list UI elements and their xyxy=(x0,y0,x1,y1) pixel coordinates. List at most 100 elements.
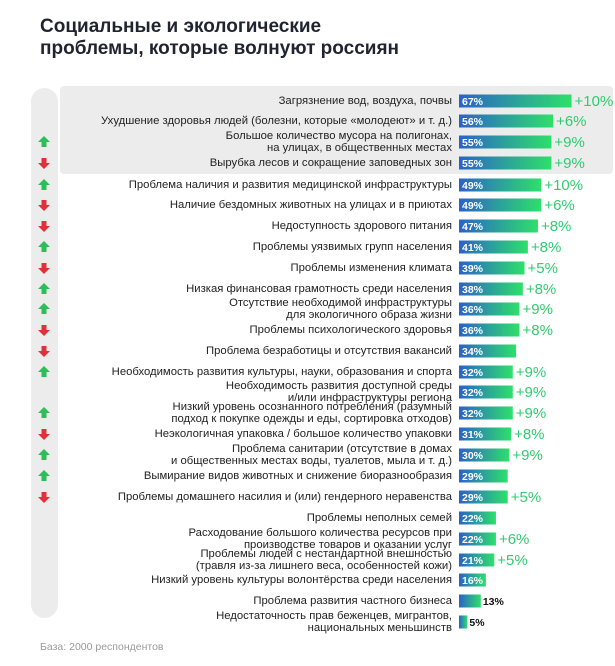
bar-value-label: 16% xyxy=(462,575,484,587)
arrow-up-icon xyxy=(38,449,50,460)
arrow-up-icon xyxy=(38,179,50,190)
bar-value-label: 29% xyxy=(462,492,484,504)
category-label-line: Вырубка лесов и сокращение заповедных зо… xyxy=(209,157,452,169)
category-label-line: национальных меньшинств xyxy=(307,622,452,634)
category-label-line: Проблемы людей с нестандартной внешность… xyxy=(200,548,452,560)
bar-value-label: 29% xyxy=(462,471,484,483)
arrow-up-icon xyxy=(38,366,50,377)
category-label-line: Наличие бездомных животных на улицах и в… xyxy=(169,199,452,211)
change-label: +9% xyxy=(516,364,546,381)
change-label: +5% xyxy=(497,552,527,569)
category-label: Проблемы изменения климата xyxy=(32,262,452,274)
category-label-line: для экологичного образа жизни xyxy=(286,309,452,321)
bar-value-label: 32% xyxy=(462,387,484,399)
category-label: Проблема безработицы и отсутствия ваканс… xyxy=(32,345,452,357)
bar xyxy=(459,406,513,420)
bar xyxy=(459,532,496,546)
arrow-down-icon xyxy=(38,492,50,503)
arrow-up-icon xyxy=(38,470,50,481)
change-label: +9% xyxy=(512,447,542,464)
change-label: +9% xyxy=(516,405,546,422)
change-label: +6% xyxy=(556,113,586,130)
bar-value-label: 55% xyxy=(462,137,484,149)
change-label: +10% xyxy=(575,93,614,110)
category-label: Вырубка лесов и сокращение заповедных зо… xyxy=(32,157,452,169)
bar xyxy=(459,178,542,192)
category-label-line: производстве товаров и оказании услуг xyxy=(243,539,452,551)
arrow-up-icon xyxy=(38,241,50,252)
category-label-line: Отсутствие необходимой инфраструктуры xyxy=(229,297,452,309)
bar xyxy=(459,94,572,108)
category-label: Отсутствие необходимой инфраструктуры для… xyxy=(32,297,452,321)
category-label-line: Необходимость развития культуры, науки, … xyxy=(111,366,452,378)
bar-value-label: 55% xyxy=(462,158,484,170)
arrow-down-icon xyxy=(38,346,50,357)
category-label: Низкая финансовая грамотность среди насе… xyxy=(32,283,452,295)
category-label-line: Вымирание видов животных и снижение биор… xyxy=(143,470,452,482)
bar xyxy=(459,594,481,608)
category-label-line: (травля из-за лишнего веса, особенностей… xyxy=(195,560,452,572)
bar xyxy=(459,385,513,399)
category-label: Вымирание видов животных и снижение биор… xyxy=(32,470,452,482)
arrow-up-icon xyxy=(38,283,50,294)
change-label: +5% xyxy=(528,260,558,277)
change-label: +9% xyxy=(554,155,584,172)
bar-value-label: 36% xyxy=(462,304,484,316)
change-label: +9% xyxy=(516,384,546,401)
category-label: Неэкологичная упаковка / большое количес… xyxy=(32,428,452,440)
change-label: +8% xyxy=(531,239,561,256)
category-label: Низкий уровень культуры волонтёрства сре… xyxy=(32,574,452,586)
bar-value-label: 41% xyxy=(462,242,484,254)
category-label-line: Проблемы домашнего насилия и (или) генде… xyxy=(117,491,452,503)
arrow-down-icon xyxy=(38,429,50,440)
category-label-line: на улицах, в общественных местах xyxy=(266,142,452,154)
bar-value-label: 22% xyxy=(462,513,484,525)
footnote: База: 2000 респондентов xyxy=(40,641,164,653)
category-label-line: Расходование большого количества ресурсо… xyxy=(188,527,453,539)
category-label: Ухудшение здоровья людей (болезни, котор… xyxy=(32,115,452,127)
bar-value-label: 67% xyxy=(462,96,484,108)
category-label: Проблемы психологического здоровья xyxy=(32,324,452,336)
bar xyxy=(459,615,468,629)
category-label-line: Недостаточность прав беженцев, мигрантов… xyxy=(216,610,452,622)
change-label: +9% xyxy=(522,301,552,318)
arrow-up-icon xyxy=(38,303,50,314)
arrow-down-icon xyxy=(38,158,50,169)
bar xyxy=(459,323,520,337)
bar xyxy=(459,469,508,483)
bar-value-label: 5% xyxy=(469,617,485,629)
arrow-down-icon xyxy=(38,200,50,211)
bar-value-label: 36% xyxy=(462,325,484,337)
category-label: Недостаточность прав беженцев, мигрантов… xyxy=(32,610,452,634)
arrow-up-icon xyxy=(38,136,50,147)
bar xyxy=(459,553,495,567)
bar-value-label: 39% xyxy=(462,263,484,275)
change-label: +6% xyxy=(499,531,529,548)
bar xyxy=(459,198,542,212)
bar xyxy=(459,135,552,149)
bar xyxy=(459,448,510,462)
bar xyxy=(459,490,508,504)
bar-value-label: 32% xyxy=(462,408,484,420)
change-label: +5% xyxy=(511,489,541,506)
bar xyxy=(459,302,520,316)
bar-value-label: 32% xyxy=(462,367,484,379)
category-label: Проблемы людей с нестандартной внешность… xyxy=(32,548,452,572)
bar xyxy=(459,344,517,358)
category-label-line: Недоступность здорового питания xyxy=(271,220,452,232)
category-label-line: Низкий уровень осознанного потребления (… xyxy=(172,401,452,413)
bar-value-label: 21% xyxy=(462,555,484,567)
category-label: Проблема наличия и развития медицинской … xyxy=(32,179,452,191)
bar xyxy=(459,282,523,296)
bar xyxy=(459,365,513,379)
bar-value-label: 49% xyxy=(462,180,484,192)
bar xyxy=(459,156,552,170)
arrow-down-icon xyxy=(38,221,50,232)
category-label: Недоступность здорового питания xyxy=(32,220,452,232)
arrow-up-icon xyxy=(38,407,50,418)
category-label-line: Загрязнение вод, воздуха, почвы xyxy=(278,95,452,107)
category-label-line: Проблема развития частного бизнеса xyxy=(253,595,452,607)
category-label: Загрязнение вод, воздуха, почвы xyxy=(32,95,452,107)
category-label-line: Проблема санитарии (отсутствие в домах xyxy=(231,443,452,455)
